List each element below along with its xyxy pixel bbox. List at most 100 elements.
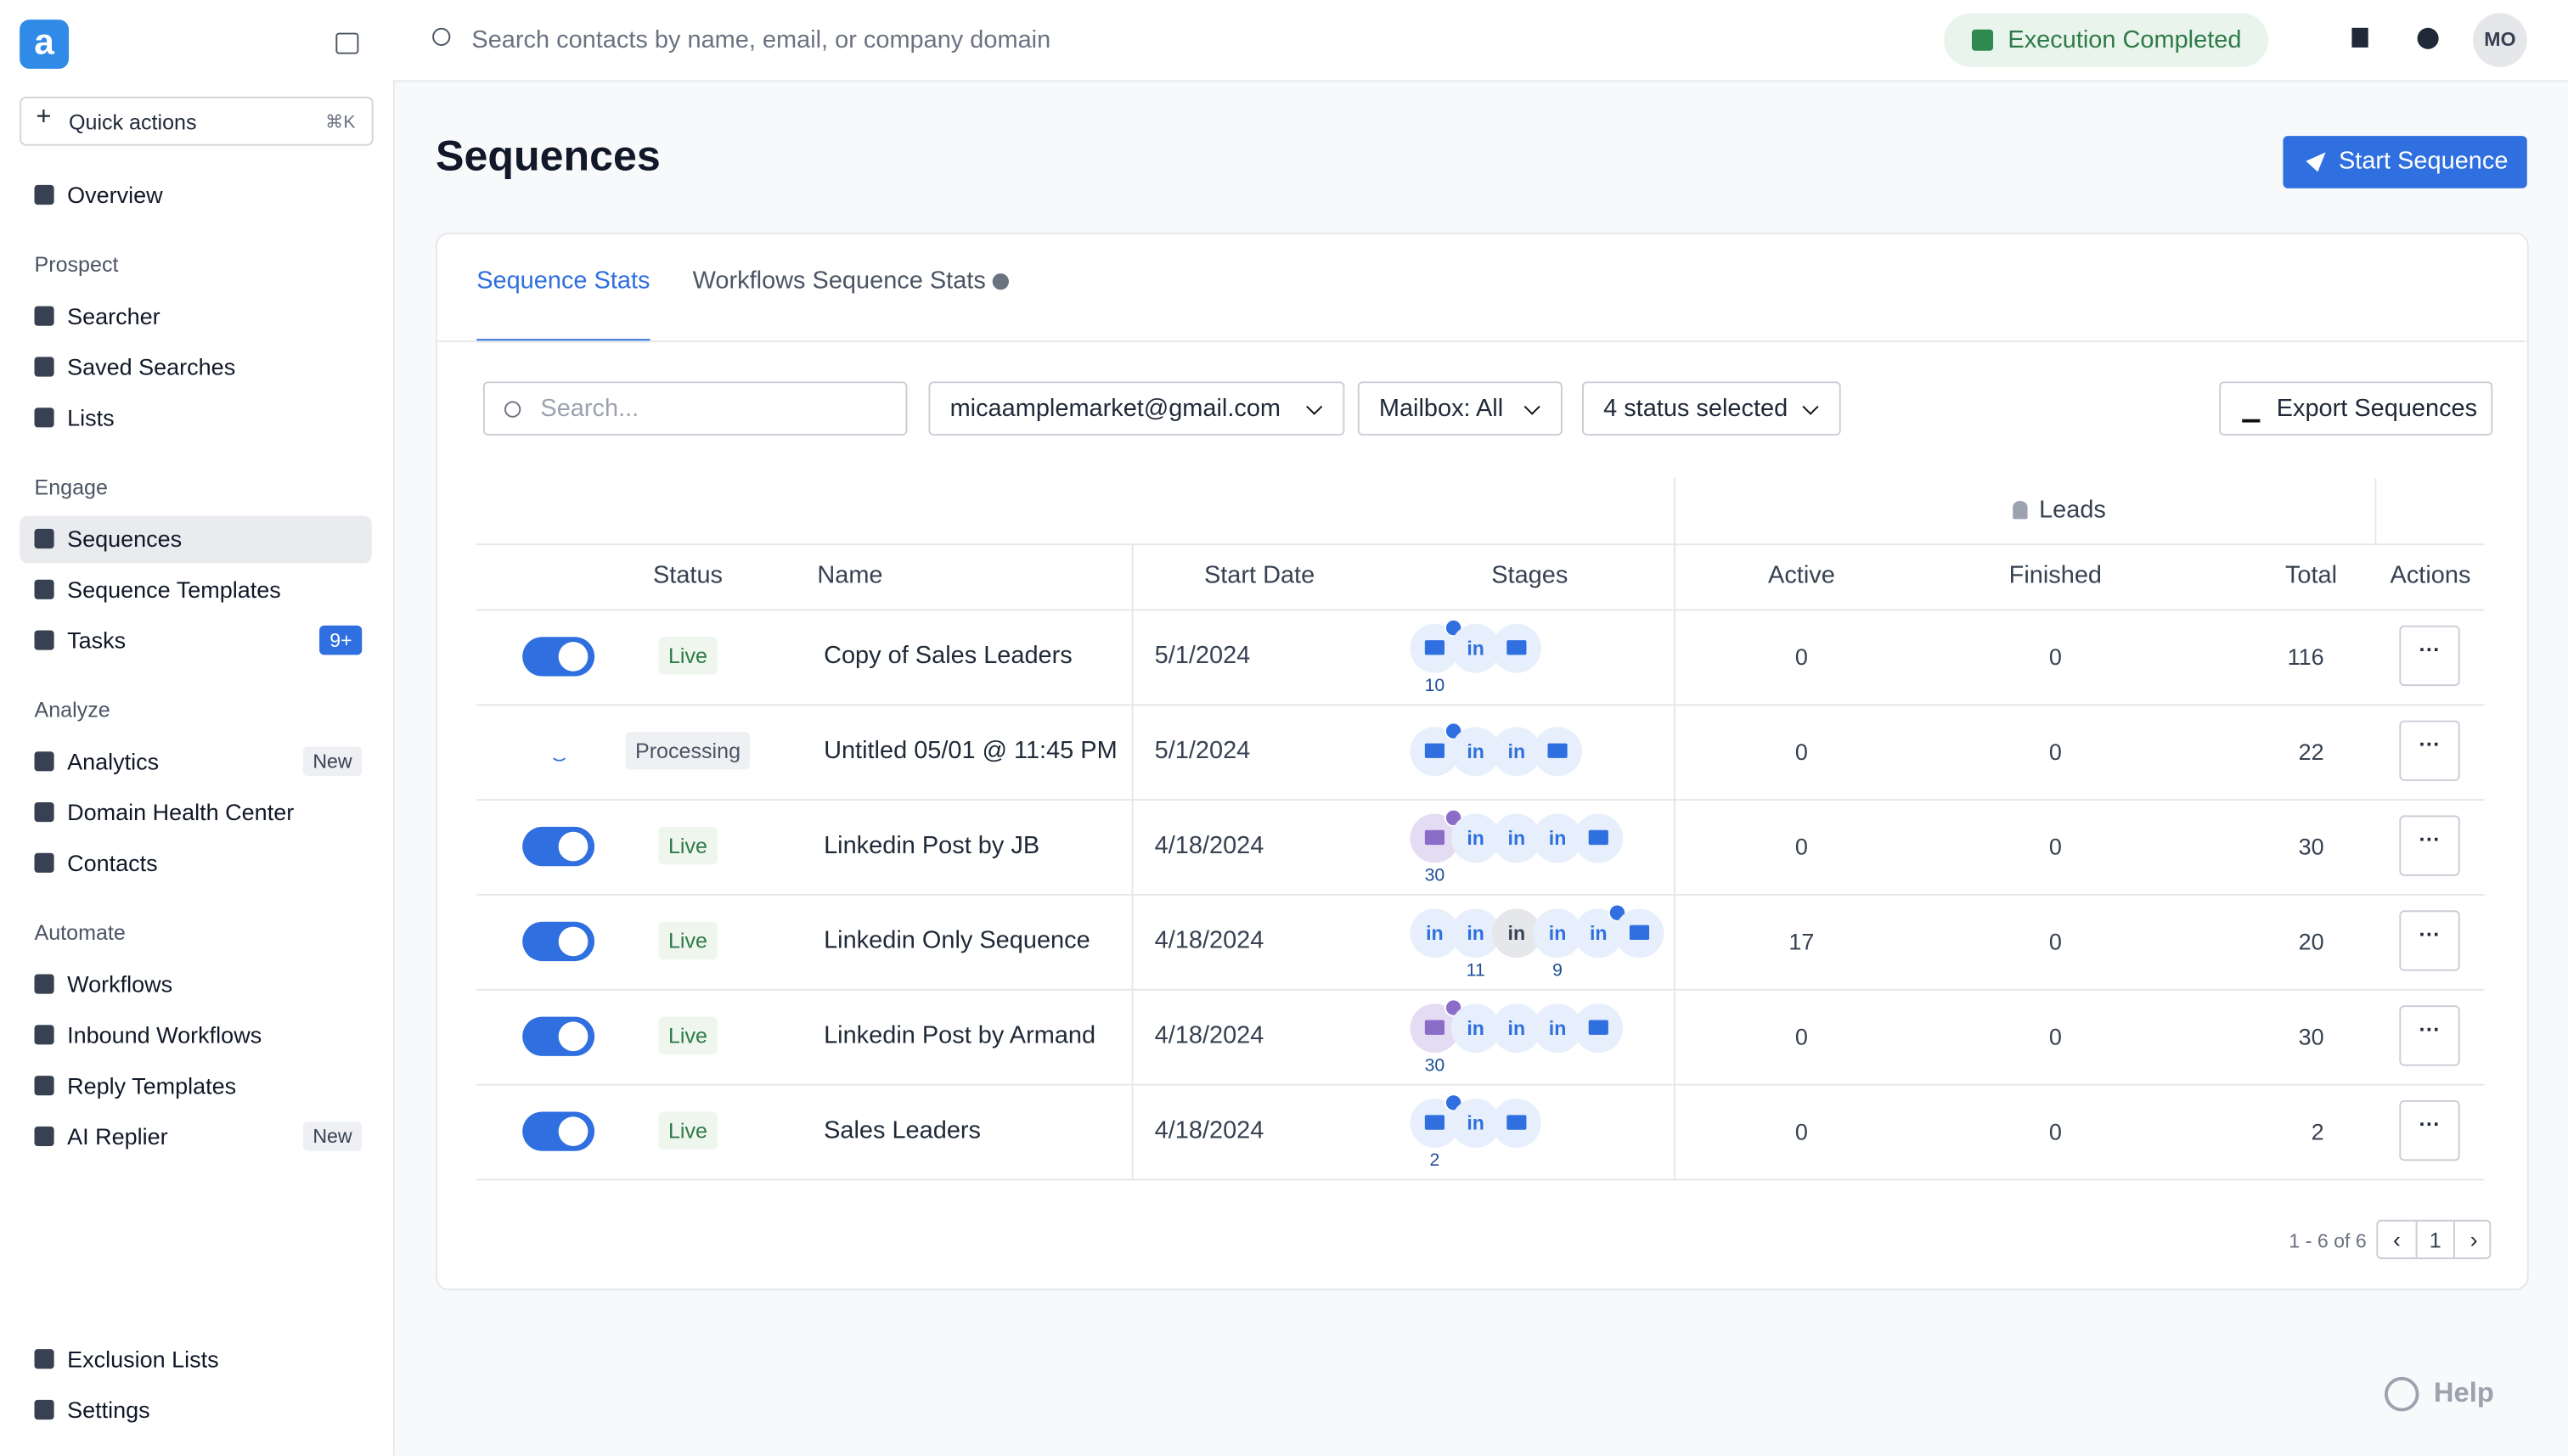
row-line <box>476 988 2485 991</box>
nav-icon <box>34 852 54 873</box>
mail-glyph <box>1547 743 1568 758</box>
prev-page[interactable]: ‹ <box>2378 1221 2418 1258</box>
nav-item[interactable]: Workflows <box>20 961 372 1009</box>
status-pill[interactable]: Execution Completed <box>1944 13 2269 68</box>
sequence-name[interactable]: Linkedin Only Sequence <box>824 926 1090 955</box>
section-title: Automate <box>34 919 126 945</box>
nav-item[interactable]: Overview <box>20 171 372 219</box>
stage-count: 30 <box>1424 866 1445 886</box>
sequence-name[interactable]: Linkedin Post by Armand <box>824 1021 1096 1050</box>
nav-item[interactable]: Tasks 9+ <box>20 617 372 665</box>
nav-item[interactable]: Searcher <box>20 293 372 340</box>
nav-item[interactable]: Sequences <box>20 515 372 564</box>
nav-item[interactable]: Exclusion Lists <box>20 1336 372 1384</box>
global-search[interactable]: Search contacts by name, email, or compa… <box>471 25 1051 54</box>
stage-icon: in <box>1491 1003 1541 1054</box>
toggle[interactable] <box>522 1016 595 1056</box>
nav-label: Analytics <box>67 748 160 775</box>
section-title: Prospect <box>34 251 119 277</box>
column-header: Status <box>652 561 724 590</box>
nav-item[interactable]: Sequence Templates <box>20 566 372 614</box>
nav-icon <box>34 1349 54 1369</box>
section-title: Analyze <box>34 697 110 722</box>
toggle[interactable] <box>522 826 595 867</box>
nav-label: Saved Searches <box>67 353 236 380</box>
name-divider <box>1131 543 1134 1179</box>
sequence-name[interactable]: Copy of Sales Leaders <box>824 641 1073 670</box>
stage-icon: in <box>1491 813 1541 863</box>
dropdown[interactable]: 4 status selected <box>1581 381 1841 436</box>
toggle-knob <box>558 831 588 862</box>
stage-icon: in <box>1450 1003 1501 1054</box>
nav-label: Reply Templates <box>67 1072 237 1099</box>
nav-item[interactable]: Reply Templates <box>20 1063 372 1110</box>
help-icon[interactable] <box>2417 27 2439 49</box>
help-button[interactable]: Help <box>2384 1372 2503 1414</box>
mail-glyph <box>1506 640 1527 655</box>
page-title: Sequences <box>435 131 661 181</box>
active-count: 0 <box>1794 1118 1808 1145</box>
finished-count: 0 <box>2048 1118 2062 1145</box>
nav-label: Overview <box>67 182 163 208</box>
actions-button[interactable]: ··· <box>2399 720 2460 781</box>
sequence-name[interactable]: Untitled 05/01 @ 11:45 PM <box>824 736 1118 765</box>
column-header: Actions <box>2390 561 2471 590</box>
quick-actions[interactable]: + Quick actions ⌘K <box>20 96 374 146</box>
download-icon <box>2242 399 2261 423</box>
logo[interactable]: a <box>20 20 69 69</box>
help-icon <box>2384 1376 2419 1412</box>
nav-item[interactable]: Lists <box>20 395 372 442</box>
stage-icon <box>1491 1099 1541 1148</box>
actions-button[interactable]: ··· <box>2399 1099 2460 1161</box>
active-count: 0 <box>1794 643 1808 670</box>
nav-item[interactable]: Settings <box>20 1386 372 1434</box>
row-line <box>476 893 2485 896</box>
avatar[interactable]: MO <box>2473 13 2527 68</box>
nav-icon <box>34 408 54 428</box>
stage-icon: in <box>1450 1099 1501 1148</box>
nav-item[interactable]: Inbound Workflows <box>20 1012 372 1060</box>
dropdown[interactable]: micaamplemarket@gmail.com <box>928 381 1345 436</box>
collapse-icon[interactable] <box>335 32 359 54</box>
nav-item[interactable]: Saved Searches <box>20 344 372 391</box>
toggle[interactable] <box>522 637 595 677</box>
dropdown[interactable]: Mailbox: All <box>1357 381 1563 436</box>
nav-icon <box>34 528 54 549</box>
export-label: Export Sequences <box>2276 394 2478 423</box>
actions-button[interactable]: ··· <box>2399 910 2460 971</box>
column-header: Finished <box>2008 561 2103 590</box>
start-sequence-button[interactable]: Start Sequence <box>2283 136 2527 188</box>
toggle[interactable] <box>522 921 595 962</box>
sequence-name[interactable]: Sales Leaders <box>824 1116 982 1145</box>
status-text: Execution Completed <box>2008 25 2242 54</box>
nav-item[interactable]: Analytics New <box>20 739 372 786</box>
tab[interactable]: Sequence Stats <box>476 267 650 295</box>
export-button[interactable]: Export Sequences <box>2219 381 2493 436</box>
table-search[interactable]: Search... <box>482 381 908 436</box>
stage-icon: in <box>1533 813 1582 863</box>
nav-icon <box>34 974 54 994</box>
topbar: Search contacts by name, email, or compa… <box>392 0 2568 82</box>
toggle-knob <box>558 1021 588 1052</box>
actions-button[interactable]: ··· <box>2399 1005 2460 1066</box>
status-badge: Live <box>658 637 718 675</box>
nav-icon <box>34 1025 54 1045</box>
nav-icon <box>34 579 54 599</box>
mail-glyph <box>1424 829 1444 846</box>
toggle[interactable] <box>522 1111 595 1151</box>
nav-item[interactable]: AI Replier New <box>20 1113 372 1161</box>
nav-item[interactable]: Domain Health Center <box>20 790 372 837</box>
status-badge: Live <box>658 1016 718 1054</box>
sequence-name[interactable]: Linkedin Post by JB <box>824 831 1040 860</box>
next-page[interactable]: › <box>2453 1221 2492 1258</box>
stage-count: 9 <box>1552 961 1563 981</box>
actions-button[interactable]: ··· <box>2399 815 2460 876</box>
button-label: Start Sequence <box>2338 147 2509 176</box>
nav-item[interactable]: Contacts <box>20 840 372 887</box>
actions-button[interactable]: ··· <box>2399 625 2460 687</box>
stage-icon: in <box>1491 908 1541 958</box>
flag-icon[interactable] <box>2351 27 2368 48</box>
tab[interactable]: Workflows Sequence Stats <box>692 267 986 295</box>
page-number[interactable]: 1 <box>2429 1228 2441 1253</box>
search-icon <box>504 401 521 418</box>
